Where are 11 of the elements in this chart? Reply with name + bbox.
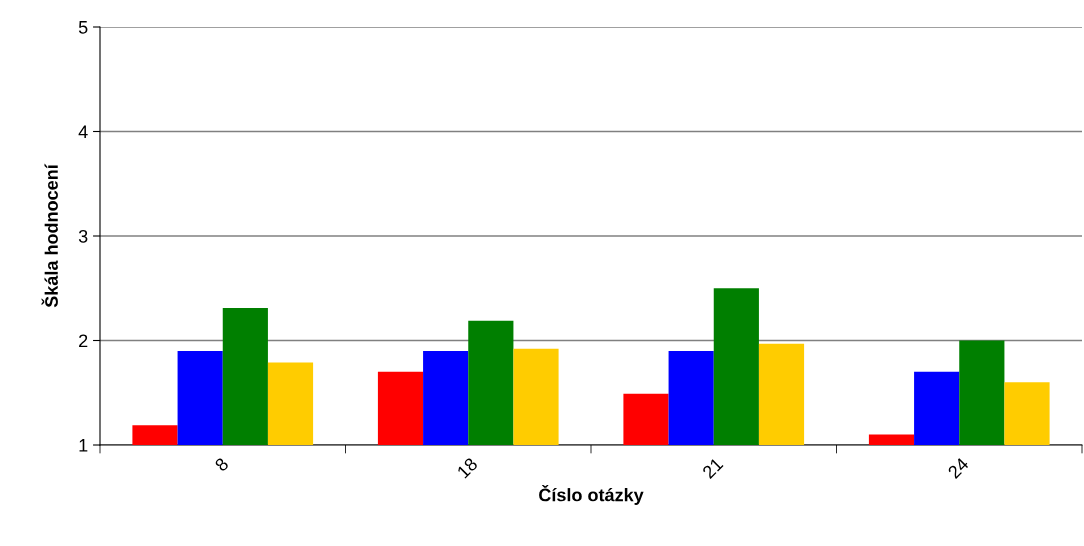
y-tick-label: 3 <box>78 229 88 243</box>
y-tick-label: 1 <box>79 439 88 452</box>
x-axis-title: Číslo otázky <box>539 484 644 505</box>
x-tick-label: 8 <box>214 457 230 473</box>
x-tick-label: 21 <box>701 457 724 479</box>
x-tick-label: 24 <box>947 456 970 479</box>
y-tick-label: 2 <box>79 334 88 348</box>
y-tick-label: 5 <box>78 21 88 34</box>
x-tick-label: 18 <box>456 457 479 479</box>
y-axis-title: Škála hodnocení <box>41 163 58 308</box>
y-tick-label: 4 <box>78 125 88 139</box>
